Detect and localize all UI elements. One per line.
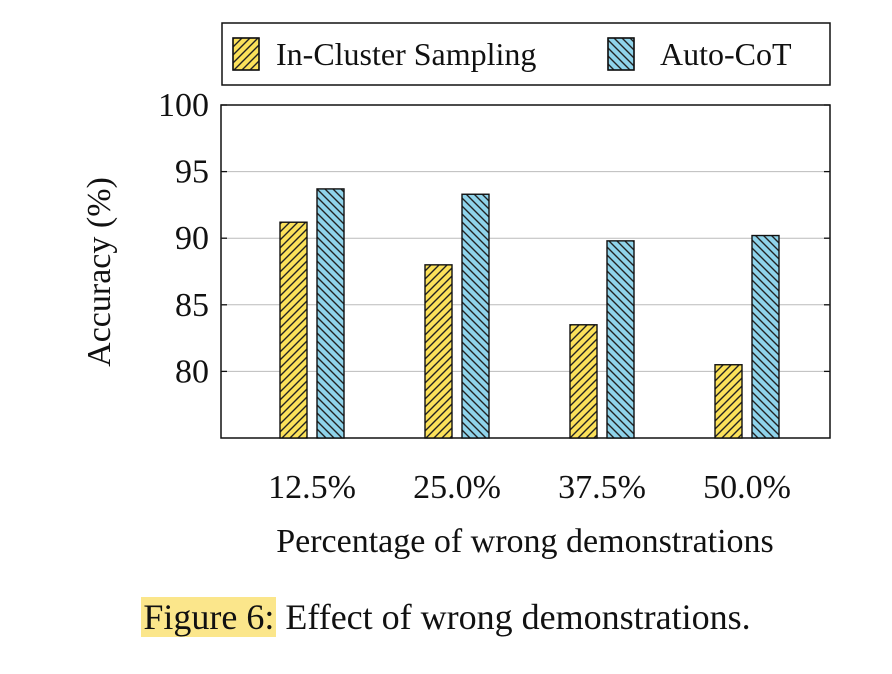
legend-label-series-2: Auto-CoT xyxy=(660,36,792,72)
x-tick-label: 50.0% xyxy=(703,469,791,506)
y-tick-label: 80 xyxy=(175,353,209,390)
bar-hatch xyxy=(316,188,345,439)
caption-label: Figure 6: xyxy=(141,597,277,637)
x-axis-ticks: 12.5% 25.0% 37.5% 50.0% xyxy=(268,469,791,506)
legend-item-series-1: In-Cluster Sampling xyxy=(232,36,536,72)
x-tick-label: 37.5% xyxy=(558,469,646,506)
y-tick-label: 85 xyxy=(175,287,209,324)
y-tick-label: 100 xyxy=(158,87,209,124)
bar-hatch xyxy=(606,240,635,439)
y-tick-label: 95 xyxy=(175,154,209,191)
gridlines xyxy=(221,171,830,372)
y-axis-ticks: 80 85 90 95 100 xyxy=(158,87,830,390)
figure-caption: Figure 6: Effect of wrong demonstrations… xyxy=(0,596,892,638)
legend-swatch-hatch xyxy=(232,37,260,71)
legend-box xyxy=(221,22,831,86)
x-tick-label: 25.0% xyxy=(413,469,501,506)
caption-text: Effect of wrong demonstrations. xyxy=(285,597,751,637)
bars xyxy=(279,188,780,439)
bar-hatch xyxy=(279,221,308,439)
x-axis-title: Percentage of wrong demonstrations xyxy=(276,523,774,560)
legend-swatch-hatch xyxy=(607,37,635,71)
y-tick-label: 90 xyxy=(175,220,209,257)
x-tick-label: 12.5% xyxy=(268,469,356,506)
bar-hatch xyxy=(751,234,780,439)
legend: In-Cluster Sampling Auto-CoT xyxy=(221,22,831,86)
bar-hatch xyxy=(714,364,743,439)
y-axis-title: Accuracy (%) xyxy=(81,177,118,367)
legend-item-series-2: Auto-CoT xyxy=(607,36,792,72)
bar-hatch xyxy=(569,324,598,439)
bar-hatch xyxy=(424,264,453,439)
legend-label-series-1: In-Cluster Sampling xyxy=(276,36,536,72)
plot-frame xyxy=(220,104,831,439)
bar-hatch xyxy=(461,193,490,439)
